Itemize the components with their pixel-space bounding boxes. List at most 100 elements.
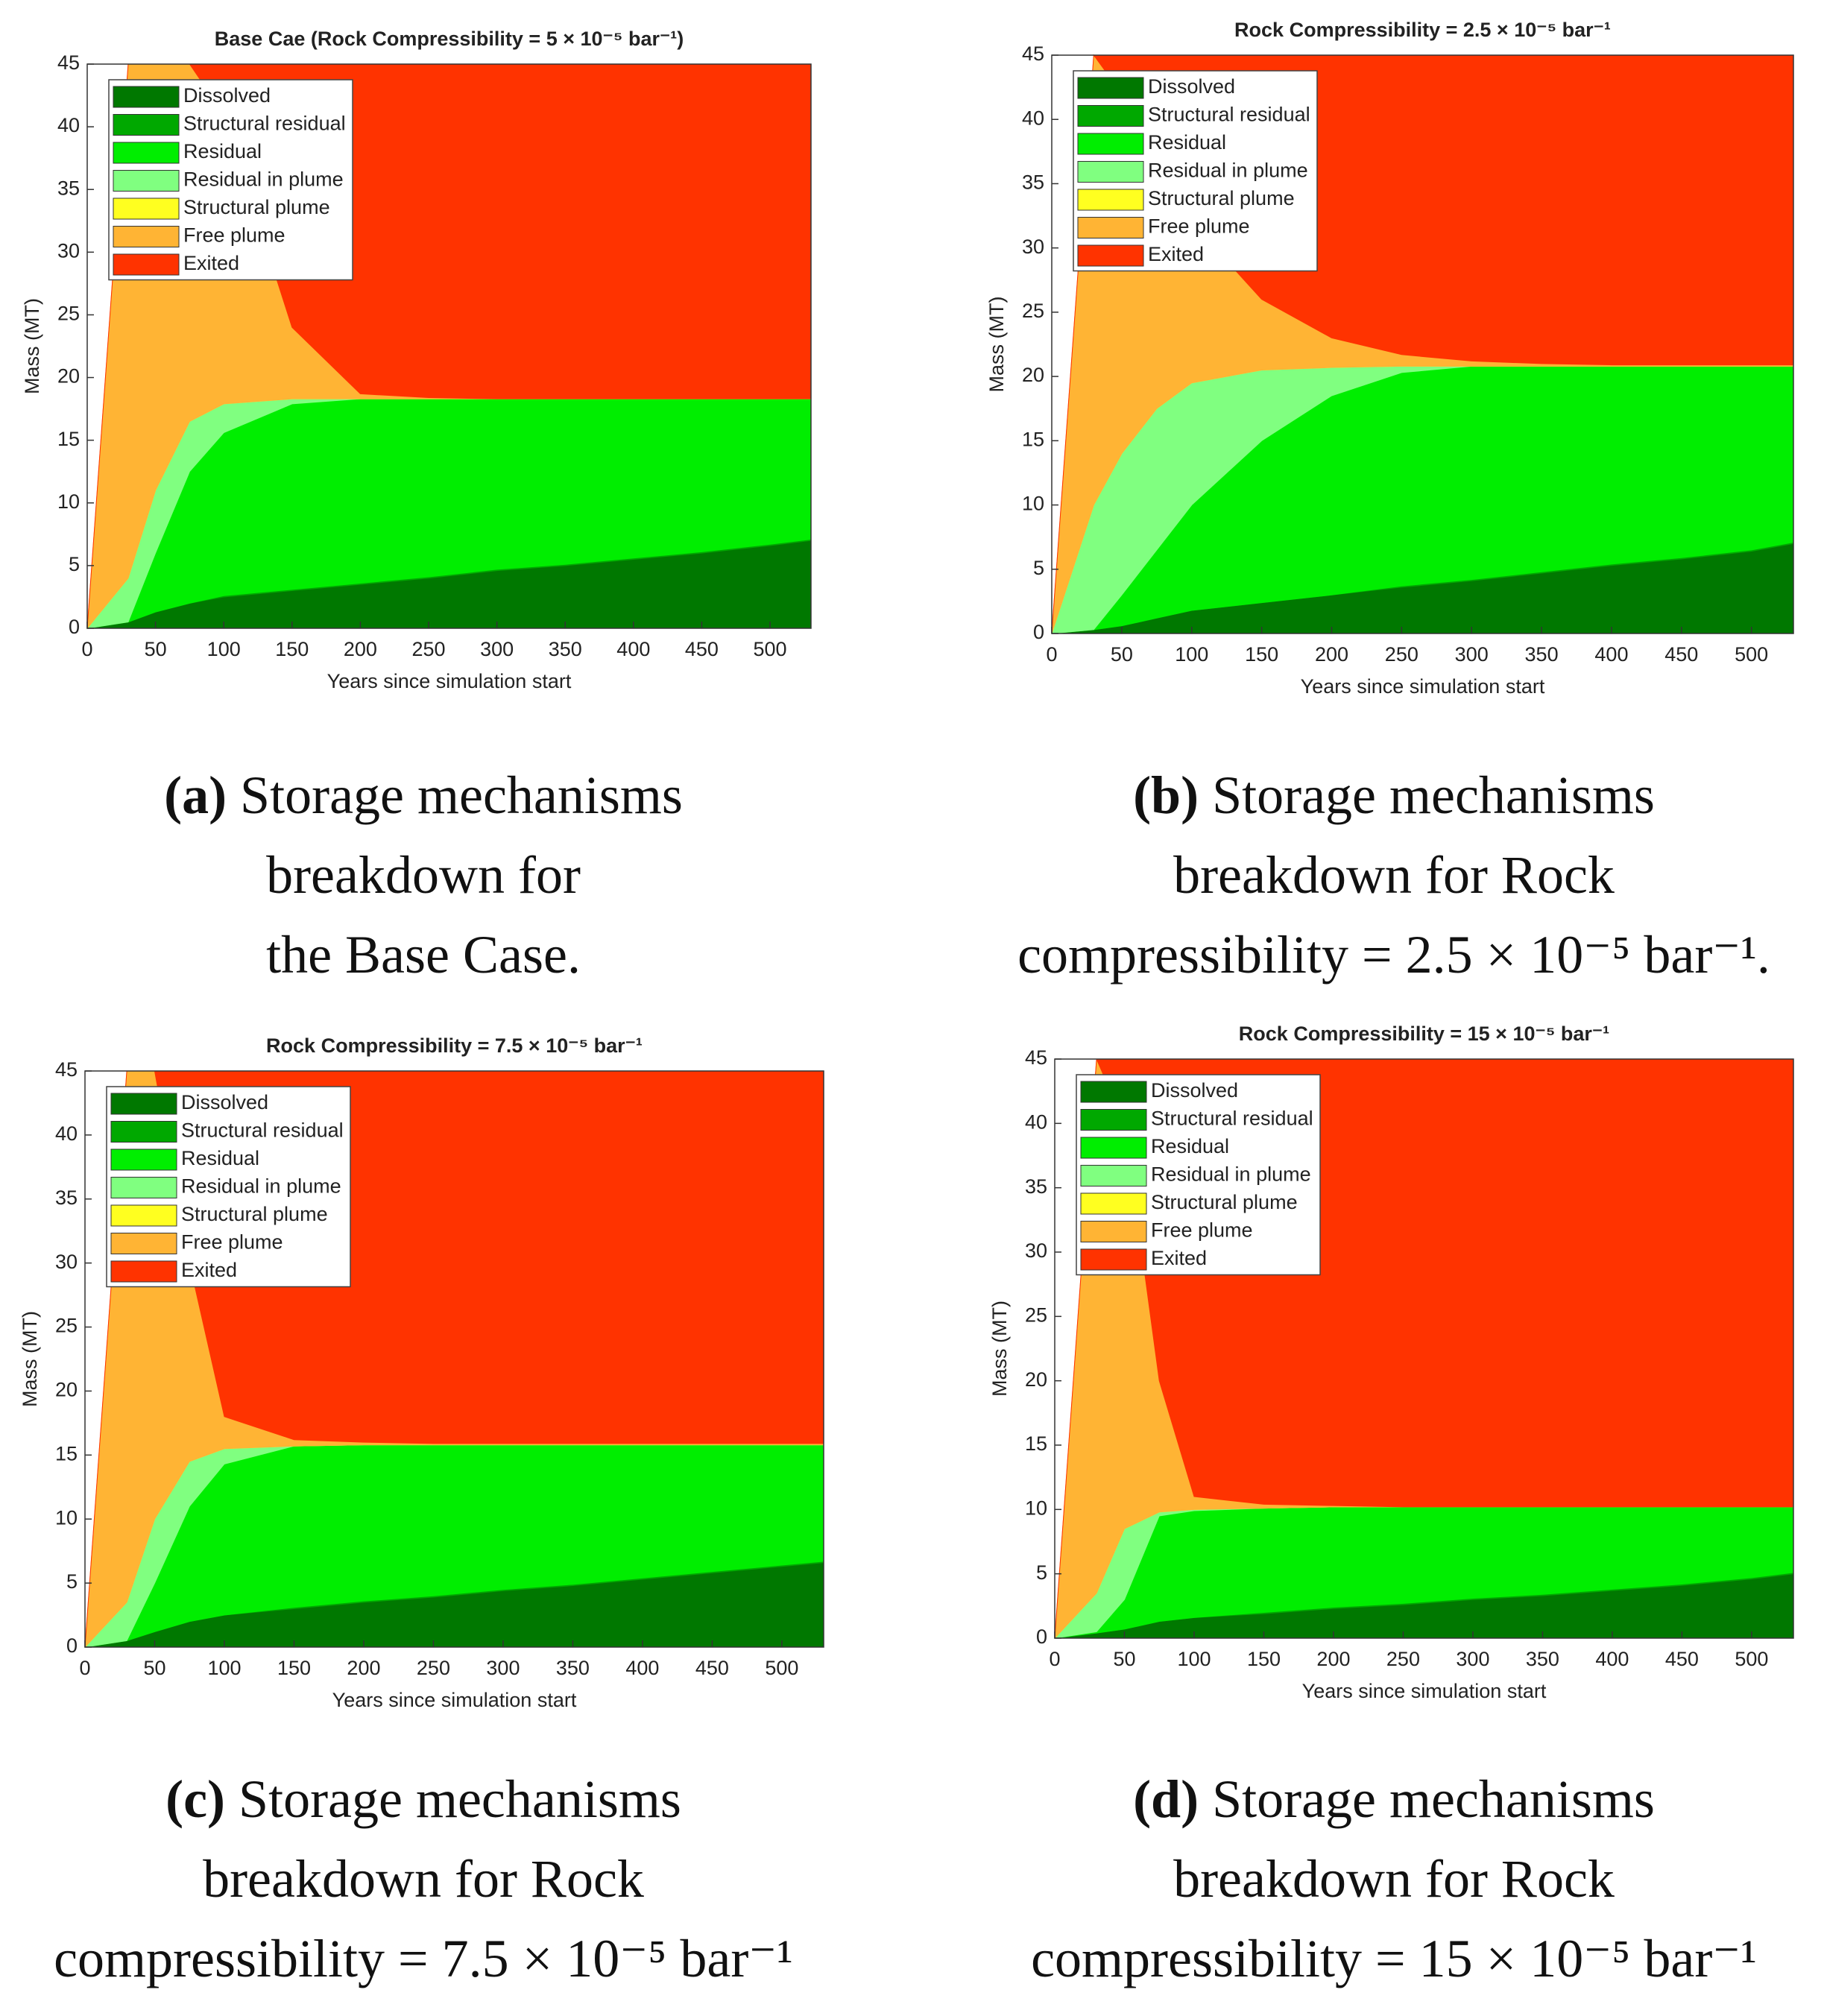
x-tick-label: 250 xyxy=(417,1657,450,1679)
y-tick-label: 35 xyxy=(1025,1175,1047,1198)
x-tick-label: 500 xyxy=(1735,643,1768,666)
legend-swatch xyxy=(110,1260,177,1283)
x-tick-label: 500 xyxy=(1735,1648,1768,1670)
legend-label: Structural plume xyxy=(1151,1191,1298,1213)
x-tick-label: 400 xyxy=(625,1657,659,1679)
plot-frame xyxy=(1054,1058,1794,1639)
caption-line: (b) Storage mechanisms xyxy=(947,756,1824,835)
x-tick-label: 200 xyxy=(1316,1648,1350,1670)
plot-frame xyxy=(84,1070,824,1648)
legend-label: Structural residual xyxy=(1148,104,1310,126)
y-tick-label: 45 xyxy=(57,51,80,74)
legend-label: Structural plume xyxy=(1148,187,1295,209)
legend-label: Residual in plume xyxy=(183,168,344,191)
x-tick-label: 150 xyxy=(1247,1648,1281,1670)
caption: (d) Storage mechanisms breakdown for Rock… xyxy=(947,1760,1824,1999)
caption: (b) Storage mechanisms breakdown for Rock… xyxy=(947,756,1824,995)
legend-label: Dissolved xyxy=(183,84,271,107)
legend-label: Structural residual xyxy=(183,113,346,135)
y-tick-label: 40 xyxy=(57,114,80,136)
y-tick-label: 5 xyxy=(1036,1561,1047,1584)
y-tick-label: 5 xyxy=(66,1570,78,1593)
legend-swatch xyxy=(1077,77,1144,99)
y-tick-label: 10 xyxy=(55,1506,78,1529)
legend-label: Dissolved xyxy=(1151,1079,1238,1102)
x-tick-label: 350 xyxy=(1525,643,1559,666)
caption: (a) Storage mechanisms breakdown for the B… xyxy=(0,756,871,995)
y-tick-label: 25 xyxy=(1022,300,1044,322)
legend-swatch xyxy=(1080,1221,1147,1242)
y-tick-label: 30 xyxy=(55,1251,78,1273)
y-axis-label: Mass (MT) xyxy=(985,297,1008,393)
x-tick-label: 450 xyxy=(685,638,719,660)
legend-label: Exited xyxy=(183,252,239,274)
caption-line: breakdown for Rock xyxy=(947,1839,1824,1919)
chart-title: Rock Compressibility = 7.5 × 10⁻⁵ bar⁻¹ xyxy=(266,1034,643,1057)
y-tick-label: 10 xyxy=(57,490,80,513)
x-tick-label: 200 xyxy=(344,638,377,660)
caption-line: (a) Storage mechanisms xyxy=(0,756,871,835)
caption-text: breakdown for xyxy=(266,845,581,905)
chart-title: Base Cae (Rock Compressibility = 5 × 10⁻… xyxy=(215,28,684,50)
x-tick-label: 0 xyxy=(79,1657,90,1679)
legend-swatch xyxy=(113,86,180,108)
x-tick-label: 150 xyxy=(275,638,309,660)
legend-swatch xyxy=(110,1233,177,1254)
legend-label: Free plume xyxy=(183,224,285,247)
legend-swatch xyxy=(1077,244,1144,267)
x-tick-label: 400 xyxy=(616,638,650,660)
legend-swatch xyxy=(113,198,180,220)
y-tick-label: 25 xyxy=(57,303,80,325)
legend-swatch xyxy=(1080,1248,1147,1271)
legend-swatch xyxy=(1077,133,1144,155)
legend-label: Residual xyxy=(183,140,262,162)
x-axis-label: Years since simulation start xyxy=(327,670,572,692)
y-tick-label: 30 xyxy=(57,239,80,262)
y-tick-label: 30 xyxy=(1022,236,1044,258)
legend-label: Structural residual xyxy=(1151,1107,1313,1130)
y-tick-label: 0 xyxy=(69,616,80,638)
y-tick-label: 10 xyxy=(1025,1497,1047,1519)
y-tick-label: 5 xyxy=(1033,557,1044,579)
y-tick-label: 35 xyxy=(1022,171,1044,194)
legend-swatch xyxy=(1080,1137,1147,1159)
legend-swatch xyxy=(1080,1165,1147,1186)
legend-swatch xyxy=(1077,189,1144,211)
caption-label: (c) xyxy=(165,1769,226,1829)
y-tick-label: 20 xyxy=(1022,364,1044,386)
y-tick-label: 45 xyxy=(1022,42,1044,65)
x-tick-label: 250 xyxy=(1386,1648,1420,1670)
legend-label: Residual in plume xyxy=(181,1175,341,1198)
legend-swatch xyxy=(1077,217,1144,238)
x-tick-label: 350 xyxy=(549,638,582,660)
caption-text: breakdown for Rock xyxy=(1173,1849,1615,1909)
caption-label: (d) xyxy=(1133,1769,1199,1829)
caption-line: the Base Case. xyxy=(0,915,871,995)
y-tick-label: 0 xyxy=(66,1634,78,1657)
x-tick-label: 450 xyxy=(1664,643,1698,666)
x-tick-label: 300 xyxy=(486,1657,520,1679)
legend-label: Residual xyxy=(181,1147,259,1169)
legend-label: Free plume xyxy=(181,1231,283,1254)
legend-label: Structural residual xyxy=(181,1119,344,1142)
caption-line: breakdown for Rock xyxy=(947,835,1824,915)
x-tick-label: 50 xyxy=(1113,1648,1135,1670)
x-tick-label: 450 xyxy=(695,1657,729,1679)
legend-swatch xyxy=(110,1177,177,1198)
legend-label: Exited xyxy=(1151,1247,1207,1269)
caption-label: (a) xyxy=(164,765,227,825)
x-tick-label: 500 xyxy=(754,638,787,660)
x-tick-label: 150 xyxy=(1245,643,1278,666)
x-axis-label: Years since simulation start xyxy=(332,1689,577,1711)
legend-swatch xyxy=(1077,161,1144,183)
caption-line: compressibility = 15 × 10⁻⁵ bar⁻¹ xyxy=(947,1919,1824,1999)
chart-title: Rock Compressibility = 15 × 10⁻⁵ bar⁻¹ xyxy=(1239,1023,1609,1045)
legend-label: Structural plume xyxy=(181,1203,328,1225)
legend-label: Dissolved xyxy=(1148,75,1235,98)
caption-line: (d) Storage mechanisms xyxy=(947,1760,1824,1839)
legend-label: Free plume xyxy=(1151,1219,1253,1242)
caption-line: breakdown for xyxy=(0,835,871,915)
y-axis-label: Mass (MT) xyxy=(19,1311,41,1407)
